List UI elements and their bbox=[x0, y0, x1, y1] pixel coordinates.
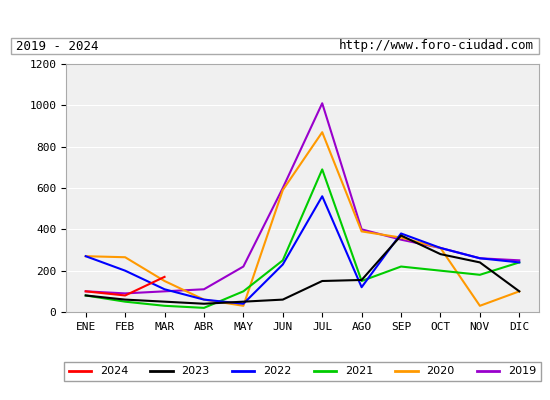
Text: 2019 - 2024: 2019 - 2024 bbox=[16, 40, 99, 52]
Legend: 2024, 2023, 2022, 2021, 2020, 2019: 2024, 2023, 2022, 2021, 2020, 2019 bbox=[64, 362, 541, 381]
FancyBboxPatch shape bbox=[11, 38, 539, 54]
Text: http://www.foro-ciudad.com: http://www.foro-ciudad.com bbox=[339, 40, 534, 52]
Text: Evolucion Nº Turistas Nacionales en el municipio de Villar de Domingo García: Evolucion Nº Turistas Nacionales en el m… bbox=[0, 12, 550, 28]
